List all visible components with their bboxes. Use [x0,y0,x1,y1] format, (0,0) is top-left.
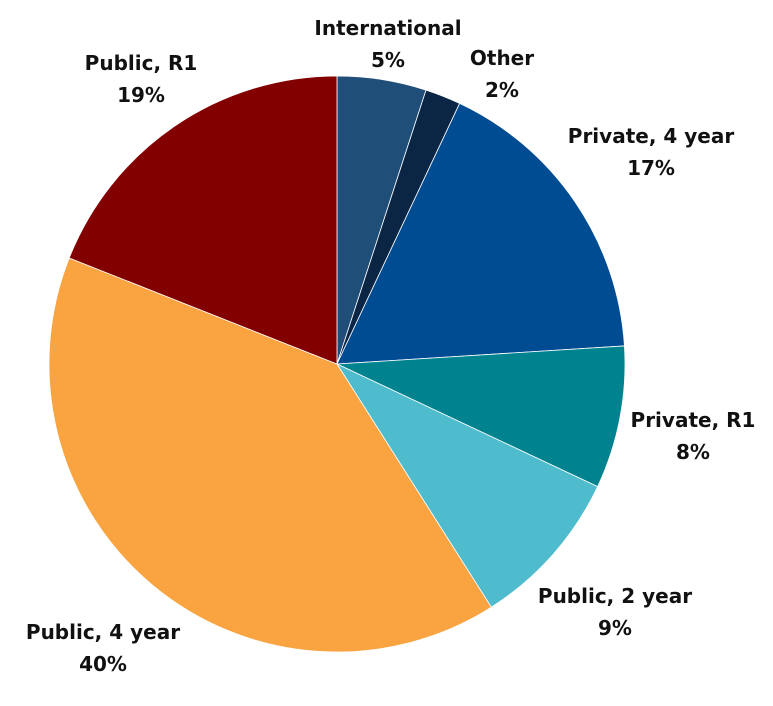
slice-label-value: 19% [117,83,165,107]
slice-label: Private, R1 8% [631,404,756,468]
slice-label-name: International [314,16,462,40]
slice-label-name: Other [469,46,535,70]
slice-label-value: 8% [676,440,710,464]
slice-label-value: 9% [598,616,632,640]
slice-label: Public, 2 year 9% [538,580,692,644]
slice-label-value: 5% [371,48,405,72]
slice-label-name: Public, R1 [84,51,198,75]
slice-label-name: Private, 4 year [567,124,735,148]
pie-slice-private-r1 [336,345,626,488]
slice-label: Private, 4 year 17% [568,120,734,184]
slice-label: International 5% [314,12,461,76]
pie-slice-public-r1 [68,75,338,365]
pie-slice-private-4-year [336,102,625,365]
pie-slice-public-4-year [48,257,492,653]
slice-label-name: Public, 4 year [25,620,181,644]
slice-label: Public, R1 19% [85,47,198,111]
slice-label-value: 2% [485,78,519,102]
slice-label-value: 17% [627,156,675,180]
slice-label: Public, 4 year 40% [26,616,180,680]
pie-slice-public-2-year [335,363,599,608]
slice-label-name: Private, R1 [630,408,756,432]
slice-label-value: 40% [79,652,127,676]
slice-label-name: Public, 2 year [537,584,693,608]
slice-label: Other 2% [470,42,534,106]
